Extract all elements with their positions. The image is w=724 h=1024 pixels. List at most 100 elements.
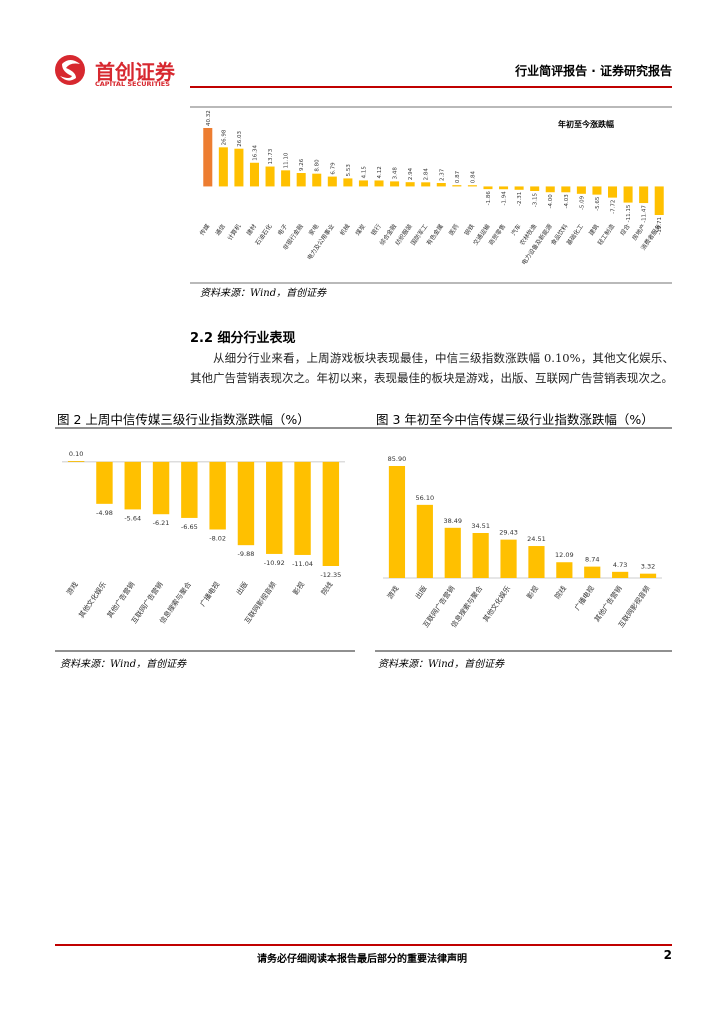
bar bbox=[612, 571, 629, 578]
category-label: 出版 bbox=[234, 580, 249, 597]
bar bbox=[472, 533, 489, 578]
category-label: 综合 bbox=[618, 223, 631, 237]
value-label: -11.04 bbox=[292, 560, 313, 568]
bar bbox=[592, 186, 602, 195]
value-label: 3.48 bbox=[393, 167, 399, 180]
bar bbox=[528, 546, 545, 578]
value-label: 85.90 bbox=[388, 455, 407, 463]
category-label: 房地产 bbox=[630, 223, 647, 242]
value-label: 5.53 bbox=[346, 164, 352, 177]
bar bbox=[96, 461, 113, 504]
value-label: -4.00 bbox=[548, 194, 554, 209]
category-label: 机械 bbox=[338, 223, 351, 237]
bar bbox=[152, 461, 170, 515]
category-label: 煤炭 bbox=[354, 223, 367, 237]
value-label: 11.10 bbox=[284, 152, 290, 168]
bar bbox=[209, 461, 226, 530]
bar bbox=[416, 504, 433, 578]
bar bbox=[639, 186, 649, 204]
bar bbox=[623, 186, 633, 203]
category-label: 通信 bbox=[214, 223, 227, 237]
value-label: 4.15 bbox=[361, 166, 367, 179]
value-label: 2.37 bbox=[439, 168, 445, 181]
bar bbox=[281, 170, 291, 187]
category-label: 其他文化娱乐 bbox=[481, 584, 512, 624]
value-label: -11.47 bbox=[642, 205, 648, 223]
bar bbox=[312, 173, 322, 187]
bar bbox=[405, 182, 415, 187]
category-label: 其他广告营销 bbox=[105, 580, 136, 620]
value-label: 0.10 bbox=[69, 450, 83, 458]
category-label: 银行 bbox=[369, 223, 382, 237]
value-label: 56.10 bbox=[416, 494, 435, 502]
bar bbox=[514, 186, 524, 190]
bar bbox=[530, 186, 540, 191]
bar bbox=[265, 166, 275, 187]
value-label: -1.86 bbox=[486, 191, 492, 206]
value-label: -1.94 bbox=[502, 191, 508, 206]
bar bbox=[322, 461, 340, 566]
category-label: 影视 bbox=[291, 580, 306, 597]
value-label: 8.80 bbox=[315, 159, 321, 172]
bar bbox=[343, 178, 353, 187]
bar bbox=[237, 461, 255, 546]
value-label: -4.98 bbox=[96, 509, 113, 517]
chart-title: 年初至今涨跌幅 bbox=[558, 119, 614, 129]
value-label: 8.74 bbox=[585, 556, 599, 564]
category-label: 院线 bbox=[553, 584, 568, 601]
category-label: 院线 bbox=[319, 580, 334, 597]
bar bbox=[124, 461, 141, 510]
value-label: -5.09 bbox=[579, 195, 585, 210]
bar bbox=[421, 182, 431, 187]
value-label: 6.79 bbox=[330, 162, 336, 175]
value-label: 2.84 bbox=[424, 168, 430, 181]
figure-title: 图 3 年初至今中信传媒三级行业指数涨跌幅（%） bbox=[376, 412, 654, 427]
value-label: -7.72 bbox=[611, 200, 617, 214]
category-label: 建筑 bbox=[587, 223, 600, 237]
bar bbox=[452, 185, 462, 187]
value-label: -3.15 bbox=[533, 193, 539, 208]
bar bbox=[218, 147, 228, 187]
value-label: -5.64 bbox=[124, 514, 141, 522]
value-label: 13.73 bbox=[268, 148, 274, 164]
bar bbox=[436, 183, 446, 187]
disclaimer: 请务必仔细阅读本报告最后部分的重要法律声明 bbox=[257, 954, 467, 965]
bar bbox=[266, 461, 283, 554]
category-label: 家电 bbox=[307, 223, 320, 237]
value-label: -4.03 bbox=[564, 194, 570, 209]
bar bbox=[545, 186, 555, 193]
bar bbox=[234, 148, 244, 187]
bar bbox=[483, 186, 493, 190]
source: 资料来源：Wind，首创证券 bbox=[200, 288, 327, 299]
category-label: 建材 bbox=[245, 223, 258, 237]
bar bbox=[327, 176, 337, 187]
value-label: 4.73 bbox=[613, 561, 627, 569]
bar bbox=[561, 186, 571, 193]
value-label: -19.71 bbox=[657, 217, 663, 235]
value-label: 3.32 bbox=[641, 563, 655, 571]
value-label: -11.15 bbox=[626, 204, 632, 222]
value-label: -8.02 bbox=[209, 534, 226, 542]
category-label: 游戏 bbox=[64, 580, 79, 597]
logo-icon bbox=[55, 55, 85, 85]
value-label: 0.84 bbox=[470, 170, 476, 183]
value-label: 26.03 bbox=[237, 130, 243, 146]
category-label: 汽车 bbox=[509, 223, 522, 237]
category-label: 广播电视 bbox=[572, 584, 595, 612]
value-label: 24.51 bbox=[527, 535, 546, 543]
bar bbox=[654, 186, 664, 215]
value-label: 40.32 bbox=[206, 110, 212, 126]
value-label: 16.34 bbox=[252, 145, 258, 161]
page-number: 2 bbox=[663, 948, 672, 962]
logo-subtext: CAPITAL SECURITIES bbox=[95, 80, 170, 88]
value-label: -6.65 bbox=[181, 523, 198, 531]
bar bbox=[249, 162, 259, 187]
category-label: 电子 bbox=[276, 223, 289, 237]
value-label: 38.49 bbox=[443, 517, 462, 525]
category-label: 广播电视 bbox=[198, 580, 221, 608]
category-label: 医药 bbox=[447, 223, 460, 237]
bar bbox=[294, 461, 311, 555]
bar bbox=[639, 573, 657, 578]
category-label: 其他广告营销 bbox=[592, 584, 623, 624]
